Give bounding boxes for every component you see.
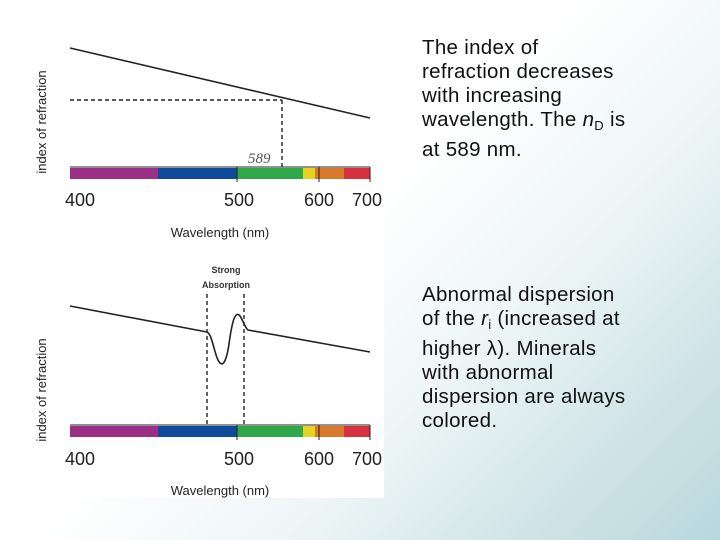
top-589-label: 589 bbox=[248, 151, 271, 167]
symbol-n: n bbox=[582, 108, 595, 131]
text-line: dispersion are always bbox=[422, 385, 626, 408]
top-tick-label-400: 400 bbox=[65, 190, 95, 210]
top-refraction-curve bbox=[69, 47, 371, 119]
top-spectrum-bar bbox=[70, 168, 370, 179]
text-fragment: higher bbox=[422, 337, 487, 360]
top-plot: index of refraction 589 400 50 bbox=[36, 47, 382, 240]
bottom-spectrum-bar bbox=[70, 426, 370, 437]
bottom-tick-label-600: 600 bbox=[304, 449, 334, 469]
spectrum-red bbox=[344, 426, 370, 437]
text-line: with increasing bbox=[422, 84, 563, 107]
bottom-plot: Strong Absorption index of refraction 40… bbox=[36, 265, 382, 498]
normal-dispersion-text: The index of refraction decreases with i… bbox=[422, 36, 692, 162]
spectrum-blue bbox=[158, 168, 237, 179]
text-line: colored. bbox=[422, 409, 498, 432]
text-line: of the ri (increased at bbox=[422, 307, 692, 337]
subscript-i: i bbox=[488, 317, 492, 332]
top-tick-label-600: 600 bbox=[304, 190, 334, 210]
text-fragment: ). Minerals bbox=[497, 337, 597, 360]
text-line: higher λ). Minerals bbox=[422, 337, 692, 361]
text-fragment: is bbox=[603, 108, 626, 131]
bottom-tick-label-500: 500 bbox=[224, 449, 254, 469]
top-x-axis-label: Wavelength (nm) bbox=[171, 225, 270, 240]
spectrum-green bbox=[237, 168, 303, 179]
text-line: at 589 nm. bbox=[422, 138, 522, 161]
text-fragment: (increased at bbox=[491, 307, 620, 330]
spectrum-blue bbox=[158, 426, 237, 437]
spectrum-green bbox=[237, 426, 303, 437]
figure-panel: index of refraction 589 400 50 bbox=[36, 22, 384, 498]
top-tick-label-500: 500 bbox=[224, 190, 254, 210]
dispersion-diagram: index of refraction 589 400 50 bbox=[36, 47, 382, 498]
top-y-axis-label: index of refraction bbox=[36, 70, 49, 173]
text-line: wavelength. The nD is bbox=[422, 108, 692, 138]
text-line: Abnormal dispersion bbox=[422, 283, 615, 306]
text-line: The index of bbox=[422, 36, 539, 59]
bottom-x-axis-label: Wavelength (nm) bbox=[171, 483, 270, 498]
spectrum-orange bbox=[315, 168, 344, 179]
spectrum-yellow bbox=[303, 168, 315, 179]
spectrum-orange bbox=[315, 426, 344, 437]
spectrum-red bbox=[344, 168, 370, 179]
symbol-r: r bbox=[481, 307, 489, 330]
bottom-refraction-curve bbox=[69, 305, 371, 365]
text-line: refraction decreases bbox=[422, 60, 614, 83]
lambda-symbol: λ bbox=[486, 337, 498, 360]
spectrum-yellow bbox=[303, 426, 315, 437]
abnormal-dispersion-text: Abnormal dispersion of the ri (increased… bbox=[422, 283, 692, 433]
bottom-tick-label-400: 400 bbox=[65, 449, 95, 469]
spectrum-violet bbox=[70, 426, 158, 437]
bottom-annotation-strong: Strong bbox=[212, 265, 241, 275]
text-line: with abnormal bbox=[422, 361, 554, 384]
text-fragment: wavelength. The bbox=[422, 108, 583, 131]
text-fragment: of the bbox=[422, 307, 482, 330]
subscript-d: D bbox=[594, 118, 604, 133]
spectrum-violet bbox=[70, 168, 158, 179]
bottom-annotation-absorption: Absorption bbox=[202, 280, 250, 290]
bottom-y-axis-label: index of refraction bbox=[36, 338, 49, 441]
bottom-tick-label-700: 700 bbox=[352, 449, 382, 469]
top-tick-label-700: 700 bbox=[352, 190, 382, 210]
